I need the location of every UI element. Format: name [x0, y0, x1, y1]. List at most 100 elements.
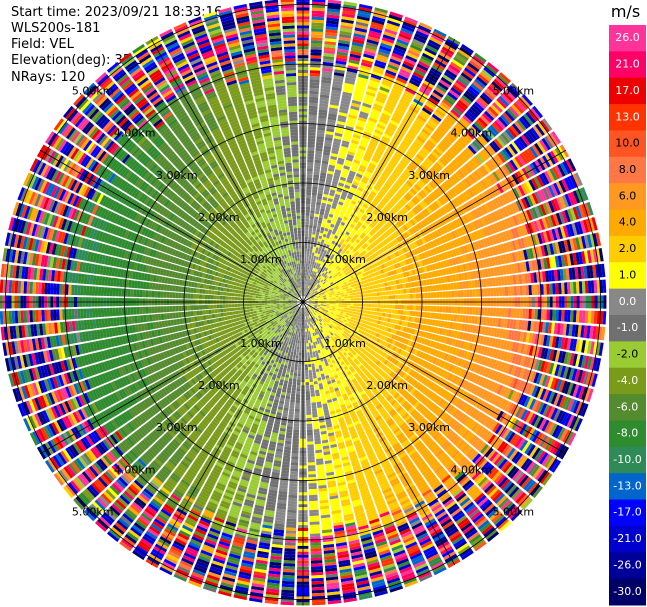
radar-gate [306, 278, 309, 282]
radar-gate [366, 88, 377, 95]
radar-gate [519, 285, 523, 296]
radar-gate [399, 68, 411, 76]
radar-gate [307, 156, 314, 160]
radar-gate [450, 109, 461, 119]
radar-gate [325, 134, 334, 139]
radar-gate [325, 131, 334, 136]
radar-gate [310, 67, 321, 71]
radar-gate [379, 291, 384, 296]
radar-gate [350, 167, 358, 173]
radar-gate [374, 129, 383, 136]
radar-gate [334, 69, 345, 74]
radar-gate [401, 24, 415, 33]
radar-gate [366, 39, 379, 45]
radar-gate [358, 184, 365, 190]
radar-gate [406, 84, 418, 93]
radar-gate [367, 307, 372, 311]
radar-gate [364, 310, 368, 314]
radar-gate [358, 70, 370, 77]
radar-gate [373, 185, 380, 192]
radar-gate [351, 99, 362, 105]
radar-gate [309, 99, 318, 104]
radar-gate [435, 127, 446, 137]
radar-gate [436, 106, 448, 115]
radar-gate [392, 304, 396, 309]
radar-gate [389, 304, 393, 309]
radar-gate [357, 210, 364, 216]
radar-gate [389, 119, 399, 127]
radar-gate [397, 309, 401, 315]
radar-gate [362, 176, 370, 182]
radar-gate [380, 115, 390, 122]
radar-gate [345, 210, 351, 216]
radar-gate [363, 222, 369, 228]
radar-gate [438, 104, 449, 113]
radar-gate [306, 200, 311, 205]
radar-gate [331, 230, 336, 235]
radar-gate [400, 66, 413, 74]
radar-gate [381, 198, 388, 205]
radar-gate [307, 162, 314, 166]
radar-gate [424, 292, 428, 299]
radar-gate [349, 145, 357, 151]
radar-gate [510, 308, 515, 318]
radar-gate [305, 212, 310, 216]
radar-gate [339, 27, 353, 33]
radar-gate [332, 302, 336, 305]
radar-gate [348, 233, 354, 239]
radar-gate [311, 280, 314, 284]
radar-gate [432, 31, 446, 40]
radar-gate [414, 138, 424, 146]
radar-gate [415, 305, 419, 311]
radar-gate [308, 135, 316, 139]
radar-gate [397, 304, 402, 310]
radar-gate [304, 293, 305, 297]
radar-gate [416, 135, 426, 144]
radar-gate [309, 251, 312, 256]
radar-gate [421, 146, 430, 155]
radar-gate [328, 110, 338, 115]
radar-gate [320, 208, 325, 213]
radar-gate [386, 22, 400, 30]
radar-gate [412, 311, 416, 317]
radar-gate [344, 200, 350, 206]
radar-gate [329, 304, 333, 306]
radar-gate [378, 118, 389, 125]
radar-gate [341, 218, 347, 224]
radar-gate [437, 81, 449, 91]
radar-gate [310, 246, 314, 250]
radar-gate [362, 203, 369, 209]
radar-gate [513, 308, 518, 318]
radar-gate [350, 142, 358, 148]
radar-gate [528, 285, 532, 296]
radar-gate [344, 79, 355, 85]
radar-gate [347, 305, 351, 308]
radar-gate [317, 192, 323, 197]
radar-gate [306, 294, 309, 298]
radar-gate [317, 300, 321, 302]
radar-gate [311, 22, 324, 27]
radar-gate [448, 291, 452, 298]
radar-gate [339, 211, 345, 216]
radar-gate [306, 180, 313, 184]
radar-gate [413, 140, 422, 149]
radar-gate [400, 27, 414, 35]
radar-gate [320, 258, 324, 262]
radar-gate [309, 264, 312, 268]
radar-gate [453, 82, 466, 92]
radar-gate [368, 117, 378, 123]
radar-rays [0, 0, 607, 606]
radar-gate [307, 159, 314, 163]
radar-gate [472, 307, 476, 315]
radar-gate [317, 269, 320, 274]
radar-gate [387, 177, 395, 184]
radar-gate [330, 268, 334, 272]
radar-gate [326, 173, 333, 178]
radar-gate [342, 206, 348, 211]
radar-gate [313, 225, 317, 229]
radar-gate [334, 135, 342, 140]
radar-gate [391, 52, 404, 60]
radar-gate [319, 245, 323, 249]
radar-gate [367, 289, 371, 294]
radar-gate [325, 225, 330, 229]
